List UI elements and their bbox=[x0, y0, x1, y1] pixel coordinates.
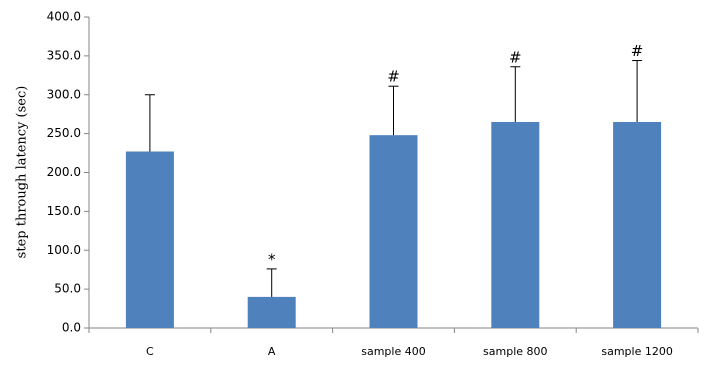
error-bar bbox=[388, 85, 399, 136]
y-tick-label: 50.0 bbox=[54, 282, 81, 296]
y-tick-label: 100.0 bbox=[47, 243, 81, 257]
bar bbox=[247, 296, 296, 328]
significance-marker: * bbox=[268, 250, 276, 268]
y-tick-label: 200.0 bbox=[47, 165, 81, 179]
x-tick-label: sample 400 bbox=[361, 345, 426, 358]
bar bbox=[613, 121, 662, 329]
x-tick-label: sample 800 bbox=[483, 345, 548, 358]
bar bbox=[369, 135, 418, 328]
x-tick-label: C bbox=[146, 345, 154, 358]
error-bar bbox=[510, 66, 521, 122]
significance-marker: # bbox=[509, 48, 522, 66]
y-tick-label: 300.0 bbox=[47, 87, 81, 101]
y-axis-label: step through latency (sec) bbox=[15, 86, 30, 259]
error-bar bbox=[144, 94, 155, 152]
x-tick-label: A bbox=[268, 345, 276, 358]
significance-marker: # bbox=[631, 42, 644, 60]
y-tick-label: 250.0 bbox=[47, 126, 81, 140]
error-bar bbox=[266, 268, 277, 297]
y-tick-label: 0.0 bbox=[62, 321, 81, 335]
y-tick-label: 350.0 bbox=[47, 48, 81, 62]
bar bbox=[125, 151, 174, 328]
y-tick-label: 150.0 bbox=[47, 204, 81, 218]
significance-marker: # bbox=[387, 68, 400, 86]
x-tick-label: sample 1200 bbox=[601, 345, 672, 358]
bar bbox=[491, 121, 540, 329]
y-tick-label: 400.0 bbox=[47, 10, 81, 24]
error-bar bbox=[632, 60, 643, 122]
